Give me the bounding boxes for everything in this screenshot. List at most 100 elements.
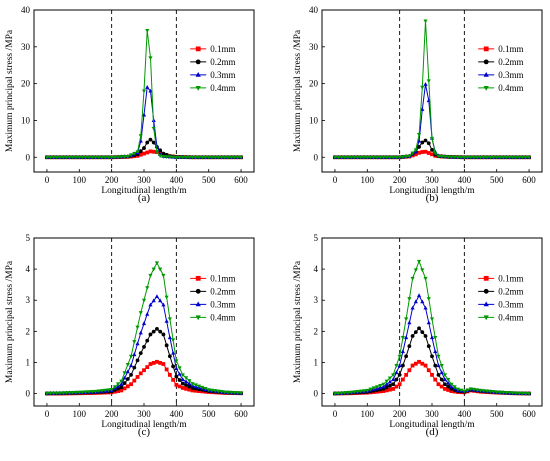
data-point xyxy=(494,155,499,160)
data-point xyxy=(459,388,464,393)
data-point xyxy=(426,297,431,301)
data-point xyxy=(410,363,415,368)
data-point xyxy=(455,387,460,392)
data-point xyxy=(400,363,405,368)
data-point xyxy=(154,261,160,266)
x-tick-label: 200 xyxy=(105,409,119,419)
x-tick-label: 600 xyxy=(522,409,536,419)
data-point xyxy=(151,329,156,334)
data-point xyxy=(158,329,163,334)
data-point xyxy=(345,391,350,395)
data-point xyxy=(51,155,56,160)
data-point xyxy=(507,391,512,396)
x-tick-label: 400 xyxy=(170,175,184,185)
data-point xyxy=(394,370,399,375)
data-point xyxy=(420,268,425,273)
data-point xyxy=(433,363,438,368)
data-point xyxy=(391,373,396,378)
data-point xyxy=(433,151,438,156)
data-point xyxy=(397,155,402,160)
legend-label: 0.3mm xyxy=(498,70,523,80)
x-axis-label: Longitudinal length/m xyxy=(101,420,187,430)
legend-entry-0.3mm: 0.3mm xyxy=(190,70,235,80)
data-point xyxy=(190,155,195,160)
data-point xyxy=(83,390,88,395)
data-point xyxy=(138,371,143,376)
data-point xyxy=(384,382,389,386)
data-point xyxy=(161,151,166,156)
data-point xyxy=(158,361,163,365)
data-point xyxy=(184,383,188,387)
series-0.4mm xyxy=(332,259,532,396)
data-point xyxy=(374,155,380,160)
data-point xyxy=(459,155,464,160)
data-point xyxy=(404,335,409,340)
legend-marker xyxy=(483,72,489,77)
data-point xyxy=(365,155,370,160)
data-point xyxy=(407,154,412,159)
data-point xyxy=(332,392,338,396)
data-point xyxy=(119,379,124,384)
data-point xyxy=(478,388,483,393)
data-point xyxy=(394,377,399,382)
data-point xyxy=(352,155,357,160)
data-point xyxy=(426,344,431,349)
data-point xyxy=(510,391,515,396)
data-point xyxy=(138,134,143,139)
x-tick-label: 600 xyxy=(522,175,536,185)
data-point xyxy=(164,343,169,348)
data-point xyxy=(141,298,147,303)
legend-marker xyxy=(195,315,201,321)
data-point xyxy=(128,153,134,158)
legend-entry-0.3mm: 0.3mm xyxy=(478,70,523,80)
data-point xyxy=(423,363,428,368)
data-point xyxy=(387,376,393,381)
data-point xyxy=(387,379,393,384)
data-point xyxy=(177,371,182,376)
data-point xyxy=(446,380,451,385)
y-tick-label: 30 xyxy=(309,42,319,52)
data-point xyxy=(226,390,231,395)
y-tick-label: 3 xyxy=(26,295,31,305)
data-point xyxy=(443,382,447,387)
data-point xyxy=(171,155,176,160)
data-point xyxy=(180,381,185,386)
data-point xyxy=(135,150,140,155)
y-tick-label: 1 xyxy=(26,357,31,367)
data-point xyxy=(164,318,169,323)
data-point xyxy=(439,384,444,389)
data-point xyxy=(190,388,195,393)
data-point xyxy=(99,389,105,393)
data-point xyxy=(151,267,156,272)
data-point xyxy=(103,388,108,393)
data-point xyxy=(433,336,438,340)
data-point xyxy=(106,388,111,393)
data-point xyxy=(345,155,350,160)
data-point xyxy=(116,155,121,160)
data-point xyxy=(138,152,143,157)
legend-label: 0.2mm xyxy=(498,57,523,67)
legend-entry-0.3mm: 0.3mm xyxy=(190,299,235,309)
data-point xyxy=(420,140,425,145)
data-point xyxy=(151,126,156,131)
data-point xyxy=(209,155,215,160)
data-point xyxy=(135,325,140,330)
legend-label: 0.1mm xyxy=(498,273,523,283)
x-tick-label: 300 xyxy=(425,175,439,185)
legend-entry-0.2mm: 0.2mm xyxy=(478,286,523,296)
y-tick-label: 5 xyxy=(314,233,319,243)
chart-panel-1: 0 100 200 300 400 500 600 0 10 20 30 40 Longitudinal… xyxy=(5,5,255,204)
data-point xyxy=(514,155,519,160)
data-point xyxy=(449,382,454,387)
data-point xyxy=(200,155,205,160)
data-point xyxy=(80,390,85,395)
data-point xyxy=(96,155,101,160)
data-point xyxy=(491,155,496,160)
data-point xyxy=(436,382,441,387)
data-point xyxy=(468,387,473,392)
series-0.4mm xyxy=(44,261,244,396)
x-tick-label: 100 xyxy=(73,175,87,185)
data-point xyxy=(187,384,192,389)
legend-label: 0.4mm xyxy=(498,83,523,93)
data-point xyxy=(413,148,418,153)
